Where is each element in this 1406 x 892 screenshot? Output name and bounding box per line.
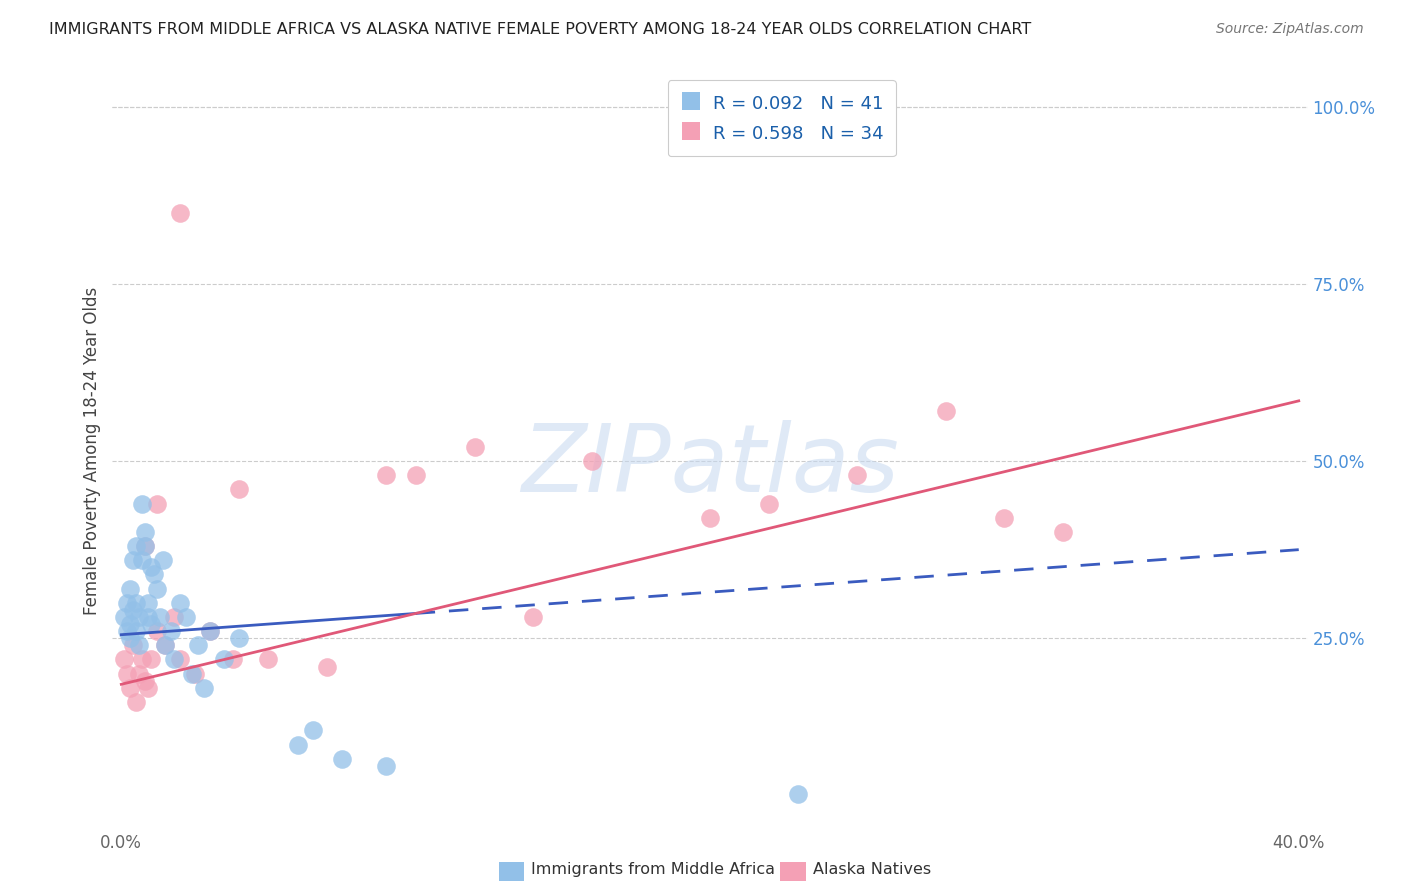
- Point: [125, 596, 148, 610]
- Point: [787, 787, 810, 801]
- Point: [934, 404, 956, 418]
- Point: [163, 652, 186, 666]
- Point: [122, 603, 145, 617]
- Point: [120, 681, 142, 695]
- Point: [152, 553, 174, 567]
- Point: [125, 539, 148, 553]
- Point: [155, 638, 177, 652]
- Point: [993, 510, 1015, 524]
- Point: [228, 632, 250, 646]
- Point: [131, 652, 153, 666]
- Point: [228, 483, 250, 497]
- Point: [136, 681, 159, 695]
- Point: [464, 440, 486, 454]
- Point: [134, 524, 156, 539]
- Point: [330, 752, 353, 766]
- Point: [375, 759, 398, 773]
- Point: [136, 610, 159, 624]
- Point: [699, 510, 721, 524]
- Text: Alaska Natives: Alaska Natives: [813, 863, 931, 877]
- Point: [139, 560, 162, 574]
- Point: [301, 723, 323, 738]
- Point: [120, 582, 142, 596]
- Point: [846, 468, 869, 483]
- Point: [198, 624, 221, 639]
- Point: [125, 695, 148, 709]
- Point: [163, 610, 186, 624]
- Point: [145, 624, 167, 639]
- Point: [193, 681, 215, 695]
- Point: [257, 652, 280, 666]
- Point: [187, 638, 209, 652]
- Point: [184, 666, 207, 681]
- Point: [142, 567, 165, 582]
- Point: [198, 624, 221, 639]
- Point: [134, 673, 156, 688]
- Point: [139, 652, 162, 666]
- Point: [134, 539, 156, 553]
- Point: [131, 553, 153, 567]
- Point: [112, 652, 135, 666]
- Point: [169, 596, 191, 610]
- Legend: R = 0.092   N = 41, R = 0.598   N = 34: R = 0.092 N = 41, R = 0.598 N = 34: [668, 80, 896, 156]
- Point: [581, 454, 603, 468]
- Point: [145, 497, 167, 511]
- Text: Immigrants from Middle Africa: Immigrants from Middle Africa: [531, 863, 776, 877]
- Point: [522, 610, 544, 624]
- Point: [115, 596, 138, 610]
- Point: [287, 738, 309, 752]
- Point: [181, 666, 204, 681]
- Point: [128, 638, 150, 652]
- Point: [125, 624, 148, 639]
- Point: [316, 659, 339, 673]
- Point: [139, 617, 162, 632]
- Point: [128, 610, 150, 624]
- Point: [128, 666, 150, 681]
- Point: [169, 206, 191, 220]
- Point: [160, 624, 183, 639]
- Point: [115, 624, 138, 639]
- Point: [131, 497, 153, 511]
- Point: [222, 652, 245, 666]
- Point: [405, 468, 427, 483]
- Point: [145, 582, 167, 596]
- Point: [174, 610, 197, 624]
- Point: [120, 632, 142, 646]
- Point: [758, 497, 780, 511]
- Point: [155, 638, 177, 652]
- Point: [1052, 524, 1074, 539]
- Point: [115, 666, 138, 681]
- Point: [148, 610, 170, 624]
- Text: IMMIGRANTS FROM MIDDLE AFRICA VS ALASKA NATIVE FEMALE POVERTY AMONG 18-24 YEAR O: IMMIGRANTS FROM MIDDLE AFRICA VS ALASKA …: [49, 22, 1032, 37]
- Point: [136, 596, 159, 610]
- Point: [122, 638, 145, 652]
- Point: [112, 610, 135, 624]
- Text: Source: ZipAtlas.com: Source: ZipAtlas.com: [1216, 22, 1364, 37]
- Y-axis label: Female Poverty Among 18-24 Year Olds: Female Poverty Among 18-24 Year Olds: [83, 286, 101, 615]
- Point: [134, 539, 156, 553]
- Text: ZIPatlas: ZIPatlas: [522, 420, 898, 511]
- Point: [169, 652, 191, 666]
- Point: [214, 652, 236, 666]
- Point: [120, 617, 142, 632]
- Point: [375, 468, 398, 483]
- Point: [122, 553, 145, 567]
